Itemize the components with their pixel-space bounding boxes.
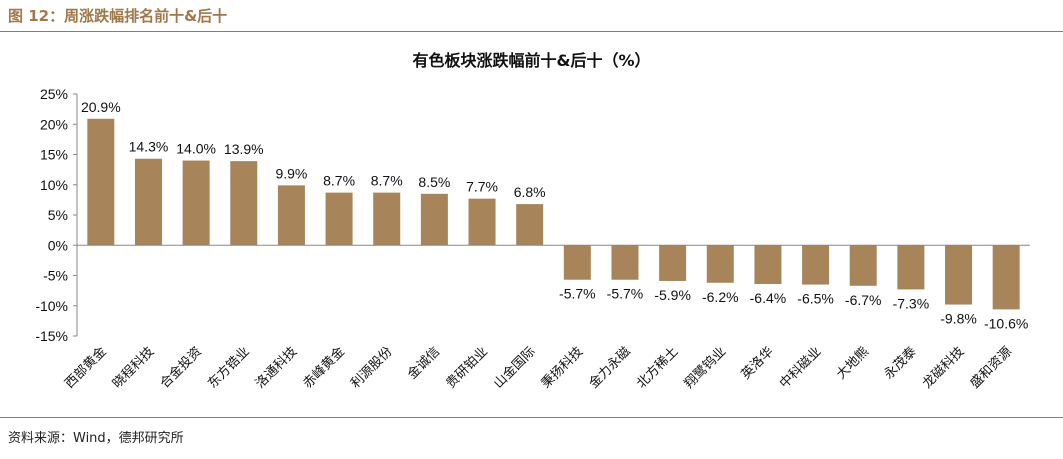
source-note: 资料来源：Wind，德邦研究所 xyxy=(8,431,184,446)
data-label: -5.7% xyxy=(559,286,596,302)
bar xyxy=(945,245,973,305)
bottom-rule xyxy=(0,417,1063,418)
data-label: 14.3% xyxy=(129,139,169,155)
category-label: 大地熊 xyxy=(833,344,872,383)
bar xyxy=(706,245,734,283)
category-label: 龙磁科技 xyxy=(920,344,967,391)
y-tick-label: -15% xyxy=(35,328,68,344)
y-tick-label: -10% xyxy=(35,298,68,314)
category-label: 中科磁业 xyxy=(777,344,824,391)
category-label: 永茂泰 xyxy=(882,344,920,382)
category-label: 合金投资 xyxy=(157,344,205,392)
y-tick-label: 5% xyxy=(48,207,68,223)
bar xyxy=(230,161,258,246)
data-label: 8.7% xyxy=(371,173,403,189)
bar xyxy=(468,198,496,246)
y-tick-label: 0% xyxy=(48,237,68,253)
y-tick-label: 20% xyxy=(40,116,68,132)
bar xyxy=(992,245,1020,310)
category-label: 利源股份 xyxy=(348,344,395,391)
bar xyxy=(87,118,115,246)
category-label: 北方稀土 xyxy=(633,344,681,392)
data-label: -5.9% xyxy=(654,287,691,303)
category-label: 东方锆业 xyxy=(205,344,253,392)
bar xyxy=(420,193,448,246)
data-label: -7.3% xyxy=(893,295,930,311)
data-label: -9.8% xyxy=(940,311,977,327)
bar xyxy=(373,192,401,246)
data-label: -6.7% xyxy=(845,292,882,308)
figure-header: 图 12：周涨跌幅排名前十&后十 xyxy=(0,0,1063,32)
figure-caption: 图 12：周涨跌幅排名前十&后十 xyxy=(8,7,228,25)
bar xyxy=(802,245,830,285)
category-label: 盛和资源 xyxy=(968,344,1015,391)
category-label: 晓程科技 xyxy=(110,344,157,391)
data-label: 8.7% xyxy=(323,173,355,189)
data-label: -6.4% xyxy=(750,290,787,306)
category-label: 山金国际 xyxy=(490,344,538,392)
bar xyxy=(611,245,639,280)
y-tick-label: 15% xyxy=(40,147,68,163)
data-label: -10.6% xyxy=(984,315,1028,331)
category-label: 英洛华 xyxy=(739,344,777,382)
category-label: 金力永磁 xyxy=(586,344,634,392)
category-label: 秉扬科技 xyxy=(538,344,586,392)
data-label: 14.0% xyxy=(176,141,216,157)
bar xyxy=(849,245,877,286)
bar xyxy=(182,160,210,246)
data-label: -6.5% xyxy=(797,291,834,307)
data-label: -6.2% xyxy=(702,289,739,305)
bar xyxy=(897,245,925,290)
bar xyxy=(754,245,782,284)
category-label: 翔鹭钨业 xyxy=(681,344,729,392)
bar xyxy=(134,158,162,246)
bar xyxy=(563,245,591,280)
data-label: 13.9% xyxy=(224,141,264,157)
y-tick-label: 25% xyxy=(40,86,68,102)
category-label: 金诚信 xyxy=(404,344,443,383)
data-label: -5.7% xyxy=(607,286,644,302)
data-label: 7.7% xyxy=(466,179,498,195)
data-label: 8.5% xyxy=(418,174,450,190)
category-label: 洛通科技 xyxy=(253,344,300,391)
category-label: 贵研铂业 xyxy=(443,344,491,392)
bar-chart: -15% -10% -5% 0% 5% 10% 15% 20% 25% 20.9% 西部黄金 14.3… xyxy=(35,86,1030,392)
y-tick-label: 10% xyxy=(40,177,68,193)
chart-title: 有色板块涨跌幅前十&后十（%） xyxy=(412,51,651,70)
bar xyxy=(277,185,305,246)
data-label: 9.9% xyxy=(275,165,307,181)
y-tick-label: -5% xyxy=(43,268,68,284)
top-rule xyxy=(0,31,1063,32)
data-label: 6.8% xyxy=(514,184,546,200)
category-label: 西部黄金 xyxy=(62,344,110,392)
category-label: 赤峰黄金 xyxy=(300,344,348,392)
bar xyxy=(659,245,687,281)
bar xyxy=(516,204,544,246)
data-label: 20.9% xyxy=(81,99,121,115)
bar xyxy=(325,192,353,246)
